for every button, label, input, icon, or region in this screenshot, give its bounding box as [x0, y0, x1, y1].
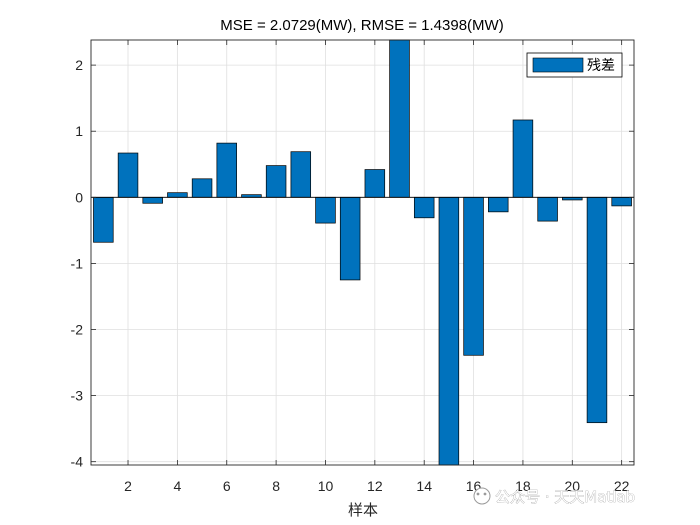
- watermark-text: 公众号 · 天天Matlab: [495, 488, 635, 506]
- bar-9: [290, 151, 312, 198]
- x-axis-ticks: 2 4 6 8 10 12 14 16 18 20 22: [124, 40, 630, 494]
- watermark: 公众号 · 天天Matlab: [473, 487, 636, 506]
- bar-12: [364, 169, 386, 198]
- x-tick-label-4: 10: [318, 478, 334, 494]
- bar-4: [167, 192, 188, 198]
- bar-5: [191, 178, 213, 198]
- x-tick-label-2: 6: [223, 478, 231, 494]
- bar-series-residual: [93, 39, 632, 466]
- bar-6: [216, 142, 237, 198]
- bar-18: [512, 119, 534, 198]
- bar-3: [142, 196, 163, 204]
- x-tick-label-9: 20: [565, 478, 581, 494]
- wechat-icon-bubble-2: [483, 492, 487, 496]
- bar-14: [413, 196, 435, 219]
- x-tick-label-0: 2: [124, 478, 132, 494]
- y-tick-label-2: -2: [71, 322, 84, 338]
- y-tick-label-6: 2: [75, 57, 83, 73]
- x-tick-label-6: 14: [416, 478, 432, 494]
- x-tick-label-5: 12: [367, 478, 383, 494]
- legend-swatch: [532, 57, 584, 73]
- y-tick-label-3: -1: [71, 255, 84, 271]
- bar-8: [265, 165, 287, 198]
- y-axis-ticks: -4 -3 -2 -1 0 1 2: [71, 57, 634, 470]
- bar-10: [315, 196, 336, 224]
- chart-title: MSE = 2.0729(MW), RMSE = 1.4398(MW): [220, 17, 503, 34]
- bar-19: [537, 196, 558, 222]
- y-tick-label-0: -4: [71, 454, 84, 470]
- bar-13: [389, 39, 410, 198]
- y-tick-label-4: 0: [75, 189, 83, 205]
- grid-lines: [91, 40, 634, 465]
- x-tick-label-3: 8: [272, 478, 280, 494]
- bar-22: [611, 196, 632, 207]
- bar-16: [463, 196, 484, 356]
- legend-label: 残差: [587, 58, 615, 74]
- y-tick-label-5: 1: [75, 123, 83, 139]
- bar-15: [438, 196, 460, 466]
- axes-box: [90, 39, 635, 466]
- y-tick-label-1: -3: [71, 388, 84, 404]
- x-axis-label: 样本: [348, 501, 378, 519]
- x-tick-label-1: 4: [173, 478, 181, 494]
- x-tick-label-10: 22: [614, 478, 630, 494]
- bar-17: [488, 196, 509, 213]
- wechat-icon: [473, 487, 491, 505]
- bar-1: [93, 196, 114, 243]
- x-tick-label-8: 18: [515, 478, 531, 494]
- bar-2: [117, 152, 139, 198]
- legend: 残差: [526, 52, 623, 78]
- bar-11: [339, 196, 361, 281]
- wechat-icon-bubble: [476, 492, 480, 496]
- bar-21: [586, 196, 608, 424]
